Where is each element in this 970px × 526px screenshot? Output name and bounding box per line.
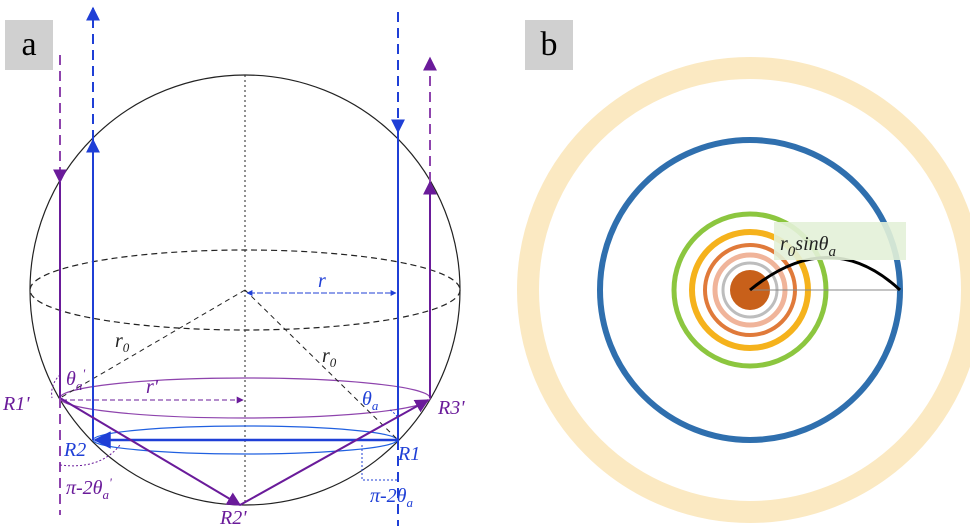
label: a — [372, 398, 379, 413]
angle — [52, 375, 60, 398]
label: θa — [362, 388, 379, 413]
panel-a: a r r0 r0 r' θa' θa R1' R2 R1 R3' R2' π-… — [2, 8, 465, 526]
label: π-2θa — [370, 485, 414, 510]
panel-label: b — [541, 26, 558, 63]
label: ' — [82, 366, 85, 381]
label: r — [115, 330, 123, 352]
label: θ — [362, 388, 372, 410]
label: R2 — [63, 439, 86, 461]
angle — [390, 410, 398, 418]
label: r — [318, 270, 326, 292]
label: R3' — [437, 397, 465, 419]
label: θ — [66, 368, 76, 390]
label: r — [322, 345, 330, 367]
angle — [362, 445, 398, 480]
label: R2' — [219, 507, 247, 526]
label: π-2θa' — [66, 475, 112, 502]
panel-label: a — [21, 26, 36, 63]
label: ' — [109, 475, 112, 490]
label: R1 — [397, 443, 420, 465]
label: r0 — [115, 330, 130, 355]
label: a — [407, 495, 414, 510]
label: a — [828, 244, 836, 260]
panel-b: b r0sinθa — [525, 20, 970, 512]
label: π-2θ — [370, 485, 407, 507]
label: sinθ — [795, 233, 828, 255]
figure: a r r0 r0 r' θa' θa R1' R2 R1 R3' R2' π-… — [0, 0, 970, 526]
label: 0 — [123, 340, 130, 355]
label: r0 — [322, 345, 337, 370]
label: r' — [146, 376, 159, 398]
label: π-2θ — [66, 477, 103, 499]
label: R1' — [2, 393, 30, 415]
label: r — [780, 233, 788, 255]
label: 0 — [330, 355, 337, 370]
